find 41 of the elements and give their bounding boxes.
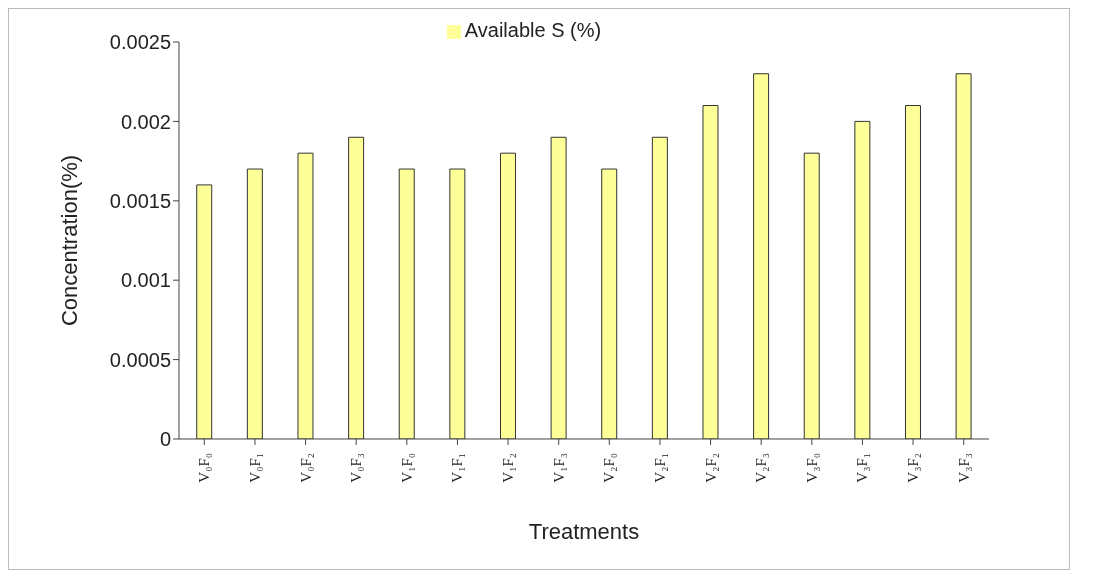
x-tick-label: V₀F₂ — [297, 453, 314, 483]
x-tick-label: V₁F₀ — [398, 453, 415, 483]
y-tick-label: 0.0015 — [109, 189, 171, 212]
legend-label: Available S (%) — [464, 19, 602, 41]
bar — [297, 152, 314, 439]
bar — [348, 136, 365, 439]
x-tick-label: V₃F₃ — [955, 453, 972, 483]
bar — [803, 152, 820, 439]
y-tick-label: 0 — [159, 428, 171, 451]
bar — [854, 120, 871, 439]
x-tick-label: V₀F₁ — [246, 453, 263, 483]
y-tick-label: 0.001 — [120, 269, 171, 292]
y-tick-label: 0.0005 — [109, 348, 171, 371]
x-tick-label: V₀F₀ — [196, 453, 213, 483]
x-tick-label: V₃F₀ — [803, 453, 820, 483]
x-tick-label: V₃F₁ — [854, 453, 871, 483]
bar — [499, 152, 516, 439]
x-axis-title: Treatments — [528, 519, 640, 544]
bar — [196, 184, 213, 439]
x-tick-label: V₀F₃ — [348, 453, 365, 483]
bar — [651, 136, 668, 439]
bar — [601, 168, 618, 439]
x-tick-label: V₁F₁ — [449, 453, 466, 483]
bar — [702, 105, 719, 439]
x-tick-label: V₁F₂ — [500, 453, 517, 483]
x-tick-label: V₂F₁ — [651, 453, 668, 483]
bar — [753, 73, 770, 439]
bar — [955, 73, 972, 439]
x-tick-label: V₁F₃ — [550, 453, 567, 483]
x-tick-label: V₂F₀ — [601, 453, 618, 483]
bar — [449, 168, 466, 439]
y-tick-label: 0.002 — [120, 110, 171, 133]
bar — [550, 136, 567, 439]
x-tick-label: V₂F₃ — [753, 453, 770, 483]
x-tick-label: V₂F₂ — [702, 453, 719, 483]
bar — [904, 105, 921, 439]
bar — [398, 168, 415, 439]
y-tick-label: 0.0025 — [109, 31, 171, 54]
bar — [246, 168, 263, 439]
y-axis-title: Concentration(%) — [56, 154, 82, 327]
x-tick-label: V₃F₂ — [905, 453, 922, 483]
